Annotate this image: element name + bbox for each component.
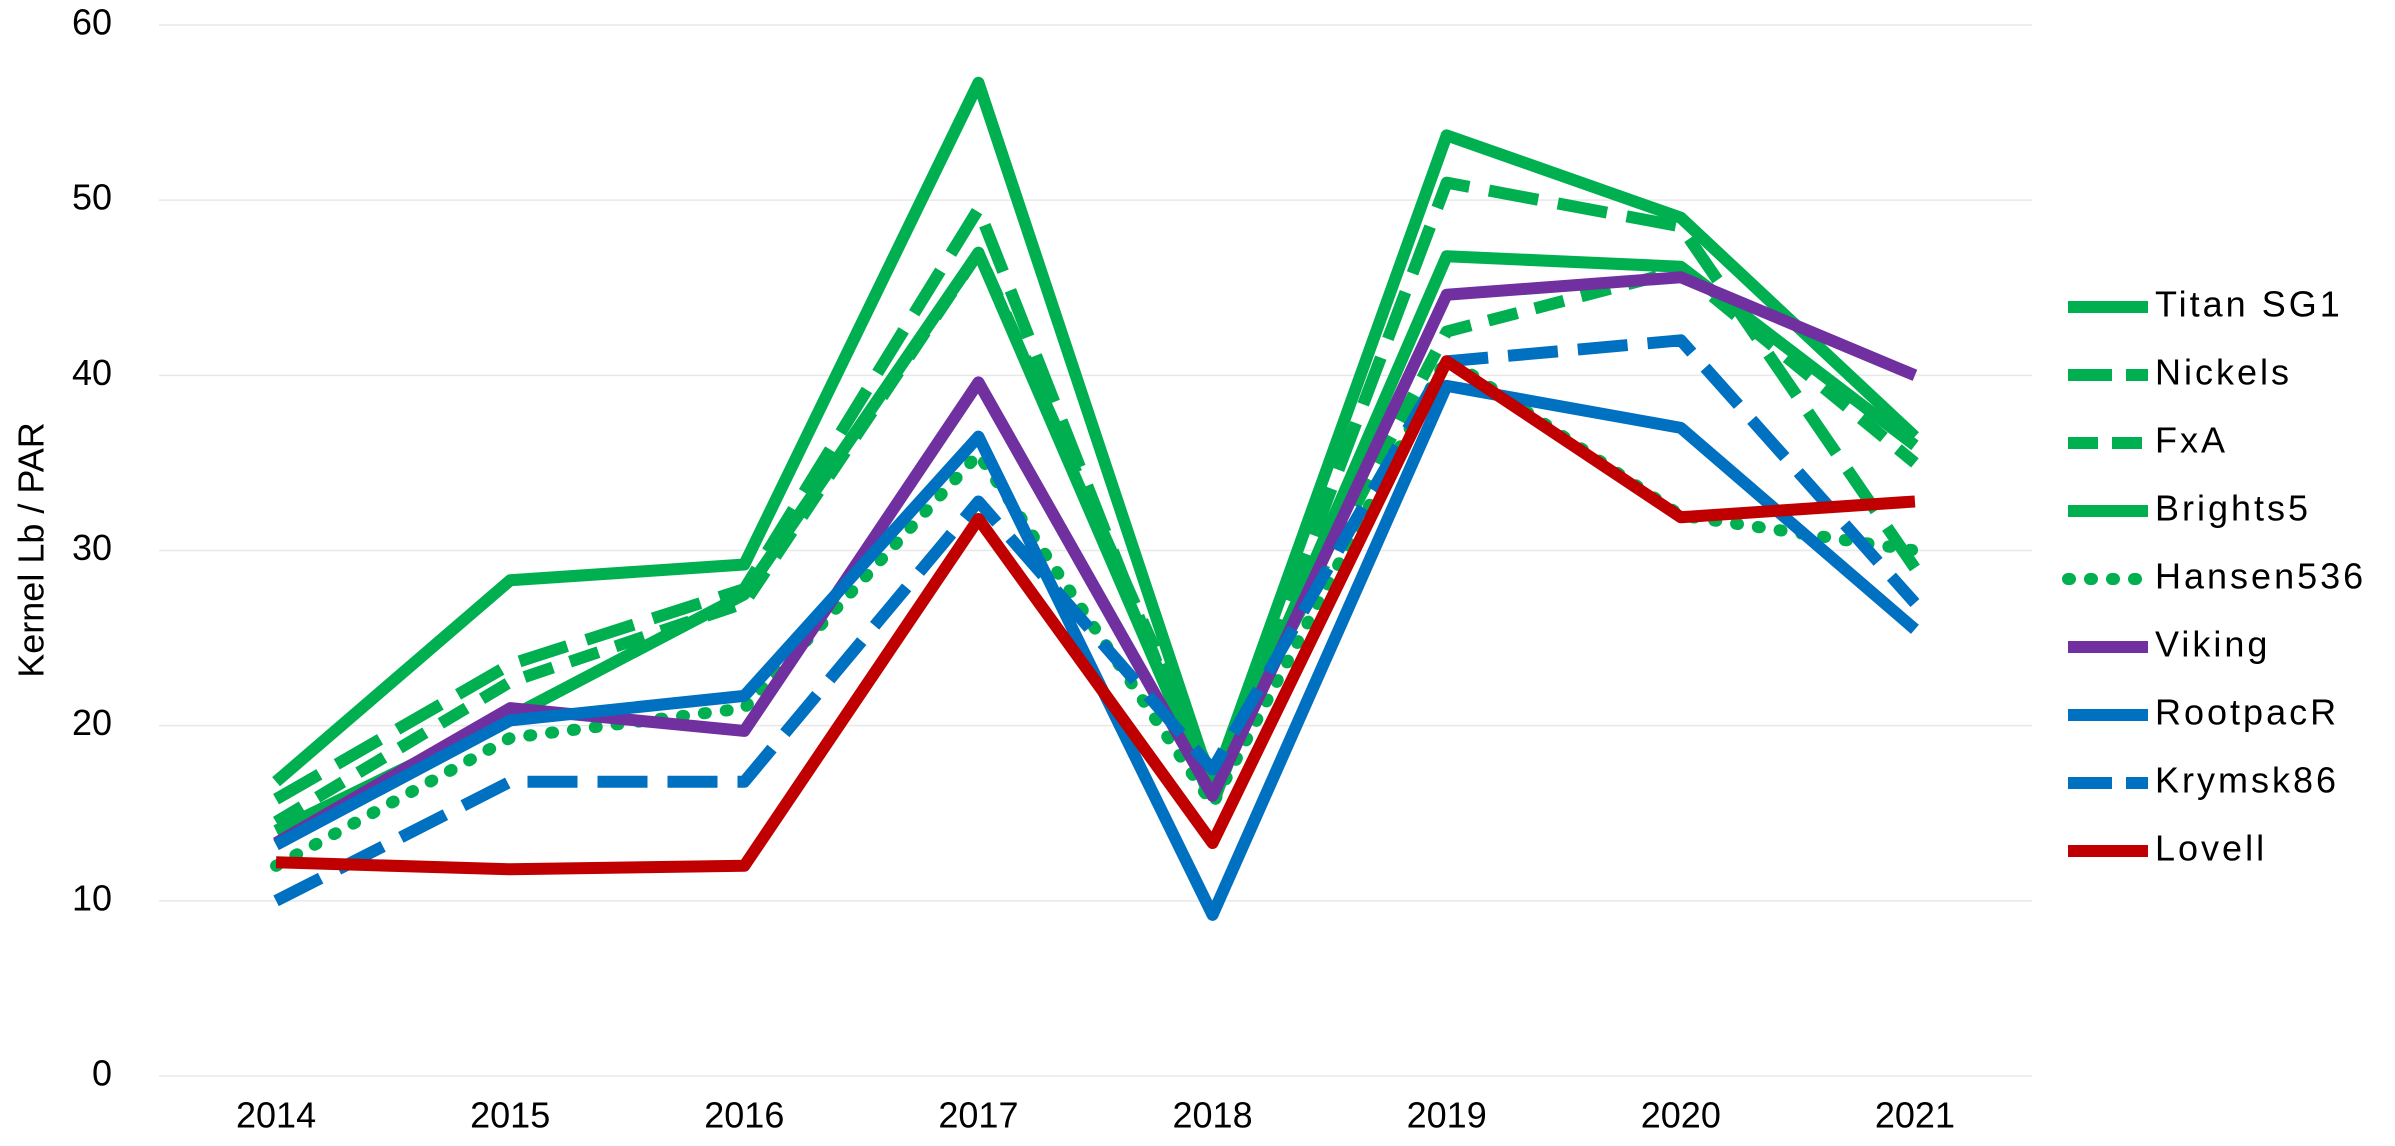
legend-label: Nickels xyxy=(2155,352,2292,393)
legend-label: Hansen536 xyxy=(2155,556,2366,597)
y-tick-label: 60 xyxy=(72,2,112,43)
y-axis-label: Kernel Lb / PAR xyxy=(11,422,52,677)
legend-label: Krymsk86 xyxy=(2155,760,2339,801)
y-tick-label: 50 xyxy=(72,177,112,218)
x-tick-label: 2015 xyxy=(470,1095,550,1136)
legend-label: RootpacR xyxy=(2155,692,2339,733)
x-tick-label: 2019 xyxy=(1407,1095,1487,1136)
legend-label: Lovell xyxy=(2155,828,2267,869)
y-tick-label: 30 xyxy=(72,527,112,568)
series-line xyxy=(273,379,1919,921)
x-tick-label: 2017 xyxy=(938,1095,1018,1136)
x-tick-label: 2020 xyxy=(1641,1095,1721,1136)
legend-label: FxA xyxy=(2155,420,2228,461)
series-line xyxy=(273,271,1918,849)
legend-label: Viking xyxy=(2155,624,2270,665)
y-tick-label: 10 xyxy=(72,877,112,918)
legend-label: Titan SG1 xyxy=(2155,284,2343,325)
series-line xyxy=(272,76,1920,793)
x-tick-label: 2016 xyxy=(704,1095,784,1136)
y-tick-label: 0 xyxy=(92,1053,112,1094)
x-tick-label: 2014 xyxy=(236,1095,316,1136)
y-tick-label: 40 xyxy=(72,352,112,393)
legend-label: Brights5 xyxy=(2155,488,2311,529)
series-line xyxy=(275,355,1916,876)
series-line xyxy=(273,334,1920,907)
x-tick-label: 2018 xyxy=(1173,1095,1253,1136)
series-line xyxy=(273,246,1919,837)
x-tick-label: 2021 xyxy=(1875,1095,1955,1136)
y-tick-label: 20 xyxy=(72,702,112,743)
